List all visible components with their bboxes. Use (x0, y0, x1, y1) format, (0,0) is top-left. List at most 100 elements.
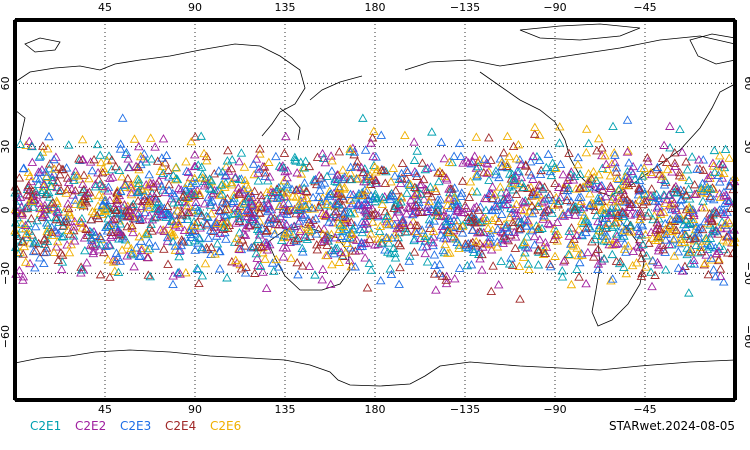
marker-c2e3 (452, 237, 462, 247)
marker-c2e1 (638, 239, 648, 249)
marker-c2e4 (412, 171, 422, 180)
marker-c2e1 (425, 182, 436, 191)
marker-c2e2 (478, 213, 488, 222)
marker-c2e2 (596, 256, 607, 265)
marker-c2e6 (327, 155, 337, 165)
marker-c2e1 (254, 226, 265, 235)
marker-c2e3 (386, 269, 397, 279)
marker-c2e4 (473, 205, 484, 214)
marker-c2e2 (613, 191, 624, 201)
marker-c2e3 (269, 229, 280, 238)
marker-c2e1 (504, 169, 515, 178)
marker-c2e6 (286, 253, 296, 262)
marker-c2e4 (79, 200, 89, 210)
marker-c2e4 (18, 249, 28, 258)
marker-c2e3 (197, 244, 208, 254)
marker-c2e3 (467, 225, 478, 234)
marker-c2e1 (569, 171, 580, 180)
marker-c2e1 (696, 183, 707, 192)
marker-c2e2 (317, 275, 328, 284)
marker-c2e4 (473, 157, 483, 166)
marker-c2e3 (407, 209, 418, 219)
marker-c2e6 (141, 228, 151, 238)
marker-c2e1 (537, 223, 547, 233)
marker-c2e4 (139, 194, 150, 204)
marker-c2e6 (71, 171, 82, 180)
top-lon-tick-label: 180 (365, 1, 386, 14)
marker-c2e6 (714, 254, 724, 263)
marker-c2e3 (202, 218, 212, 227)
marker-c2e2 (463, 158, 474, 167)
marker-c2e6 (626, 227, 637, 236)
marker-c2e6 (183, 200, 194, 210)
marker-c2e4 (289, 235, 299, 245)
marker-c2e4 (255, 208, 265, 217)
marker-c2e3 (581, 227, 591, 237)
marker-c2e2 (645, 191, 656, 200)
marker-c2e6 (444, 157, 455, 166)
marker-c2e6 (593, 133, 604, 143)
marker-c2e4 (147, 226, 157, 235)
marker-c2e4 (62, 173, 73, 182)
marker-c2e2 (126, 187, 136, 197)
marker-c2e2 (306, 219, 316, 228)
marker-c2e6 (502, 131, 513, 140)
marker-c2e1 (409, 235, 419, 245)
marker-c2e2 (529, 231, 540, 241)
marker-c2e2 (469, 151, 480, 160)
marker-c2e3 (402, 165, 412, 174)
marker-c2e6 (260, 254, 270, 263)
marker-c2e2 (431, 285, 441, 294)
marker-c2e1 (196, 221, 206, 230)
marker-c2e3 (438, 233, 449, 242)
marker-c2e1 (597, 163, 608, 172)
marker-c2e4 (86, 214, 96, 224)
marker-c2e2 (263, 198, 273, 207)
marker-c2e2 (719, 191, 729, 200)
marker-c2e2 (15, 192, 26, 201)
marker-c2e4 (707, 183, 718, 192)
marker-c2e2 (449, 274, 460, 283)
marker-c2e2 (30, 195, 40, 204)
marker-c2e4 (41, 243, 52, 252)
marker-c2e3 (611, 163, 622, 172)
marker-c2e2 (214, 212, 224, 221)
marker-c2e1 (669, 187, 679, 196)
marker-c2e1 (714, 241, 724, 250)
marker-c2e4 (226, 163, 237, 173)
marker-c2e4 (681, 157, 691, 166)
legend: C2E1 C2E2 C2E3 C2E4 C2E6 (30, 419, 241, 433)
marker-c2e1 (469, 247, 479, 256)
marker-c2e6 (271, 254, 282, 264)
marker-c2e2 (90, 179, 101, 188)
marker-c2e2 (314, 170, 325, 180)
marker-c2e2 (703, 173, 713, 182)
marker-c2e2 (583, 178, 593, 188)
marker-c2e2 (176, 185, 186, 194)
marker-c2e1 (54, 217, 64, 226)
marker-c2e3 (705, 193, 716, 202)
marker-c2e4 (256, 202, 266, 212)
marker-c2e4 (123, 211, 134, 220)
marker-c2e6 (264, 157, 274, 166)
marker-c2e1 (366, 265, 376, 274)
marker-c2e6 (51, 196, 62, 205)
marker-c2e6 (670, 234, 680, 243)
marker-c2e6 (676, 234, 686, 243)
marker-c2e2 (502, 194, 512, 204)
marker-c2e3 (543, 149, 554, 158)
marker-c2e4 (370, 175, 381, 184)
marker-c2e1 (63, 140, 74, 149)
marker-c2e6 (627, 260, 638, 270)
marker-c2e6 (144, 198, 154, 207)
marker-c2e2 (319, 234, 330, 243)
marker-c2e6 (667, 215, 677, 224)
marker-c2e2 (622, 176, 632, 186)
marker-c2e6 (702, 218, 713, 228)
marker-c2e6 (440, 239, 450, 249)
marker-c2e1 (322, 171, 332, 180)
marker-c2e1 (28, 202, 39, 211)
marker-c2e2 (25, 258, 35, 268)
marker-c2e2 (175, 269, 185, 278)
marker-c2e3 (513, 217, 524, 226)
